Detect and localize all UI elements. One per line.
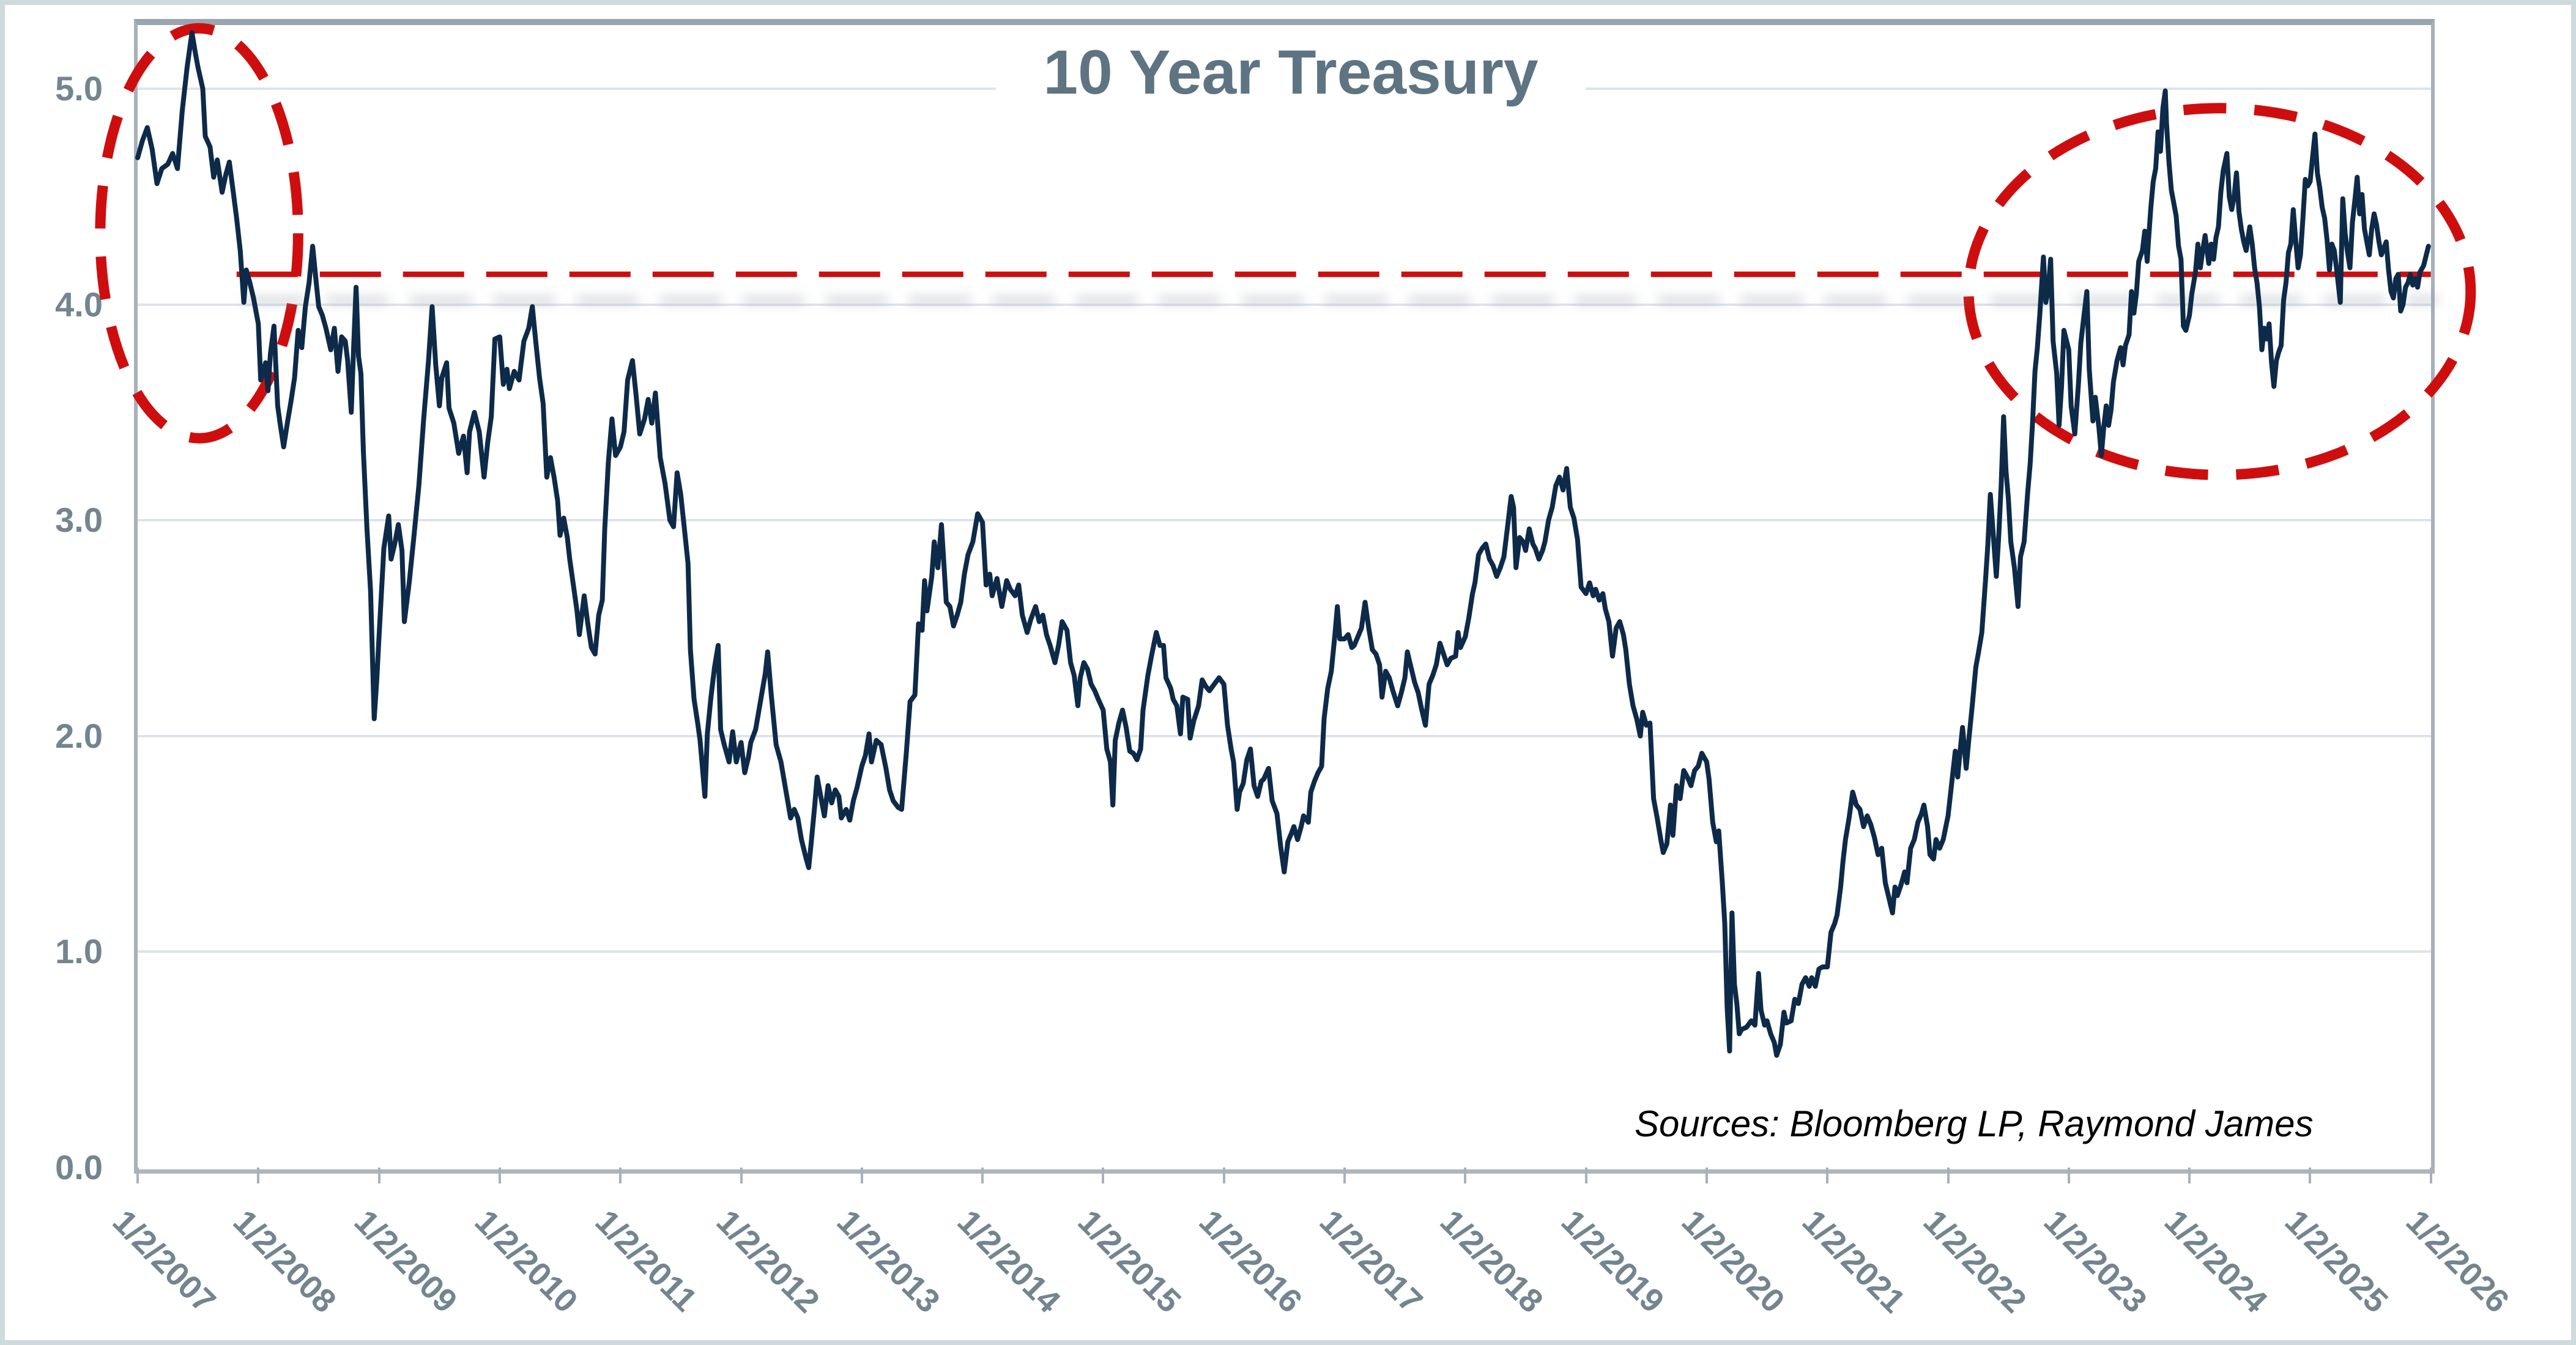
plot-area: [134, 19, 2435, 1174]
x-axis-tick: [2309, 1168, 2312, 1183]
y-gridline: [138, 734, 2431, 737]
y-axis-tick-label: 4.0: [55, 285, 103, 324]
x-axis-tick: [2067, 1168, 2070, 1183]
x-axis-tick: [257, 1168, 260, 1183]
x-axis-tick: [1222, 1168, 1225, 1183]
x-axis-tick: [1705, 1168, 1708, 1183]
x-axis-tick: [1947, 1168, 1950, 1183]
annotation-ellipse: [1963, 103, 2476, 480]
x-axis-tick: [1102, 1168, 1105, 1183]
x-axis-tick: [1464, 1168, 1467, 1183]
y-axis-tick-label: 3.0: [55, 501, 103, 540]
y-axis-tick-label: 0.0: [55, 1148, 103, 1187]
y-gridline: [138, 950, 2431, 953]
x-axis-tick: [1826, 1168, 1829, 1183]
x-axis-tick: [377, 1168, 380, 1183]
x-axis-tick: [498, 1168, 501, 1183]
x-axis-tick: [619, 1168, 622, 1183]
treasury-yield-line: [135, 30, 2431, 1058]
y-axis-tick-label: 5.0: [55, 69, 103, 108]
y-axis-tick-label: 1.0: [55, 932, 103, 971]
x-axis-tick: [2188, 1168, 2191, 1183]
x-axis-tick: [1584, 1168, 1587, 1183]
x-axis-tick: [740, 1168, 743, 1183]
x-axis-tick: [1343, 1168, 1346, 1183]
annotation-ellipses-group: [95, 23, 2476, 480]
x-axis-tick: [860, 1168, 863, 1183]
source-note: Sources: Bloomberg LP, Raymond James: [1635, 1103, 2314, 1144]
annotation-ellipse: [95, 23, 303, 444]
y-axis-tick-label: 2.0: [55, 716, 103, 755]
x-axis-tick: [981, 1168, 984, 1183]
y-gridline: [138, 303, 2431, 306]
chart-title: 10 Year Treasury: [996, 29, 1586, 115]
x-axis-tick: [2429, 1168, 2432, 1183]
x-axis-tick: [136, 1168, 139, 1183]
y-gridline: [138, 519, 2431, 522]
